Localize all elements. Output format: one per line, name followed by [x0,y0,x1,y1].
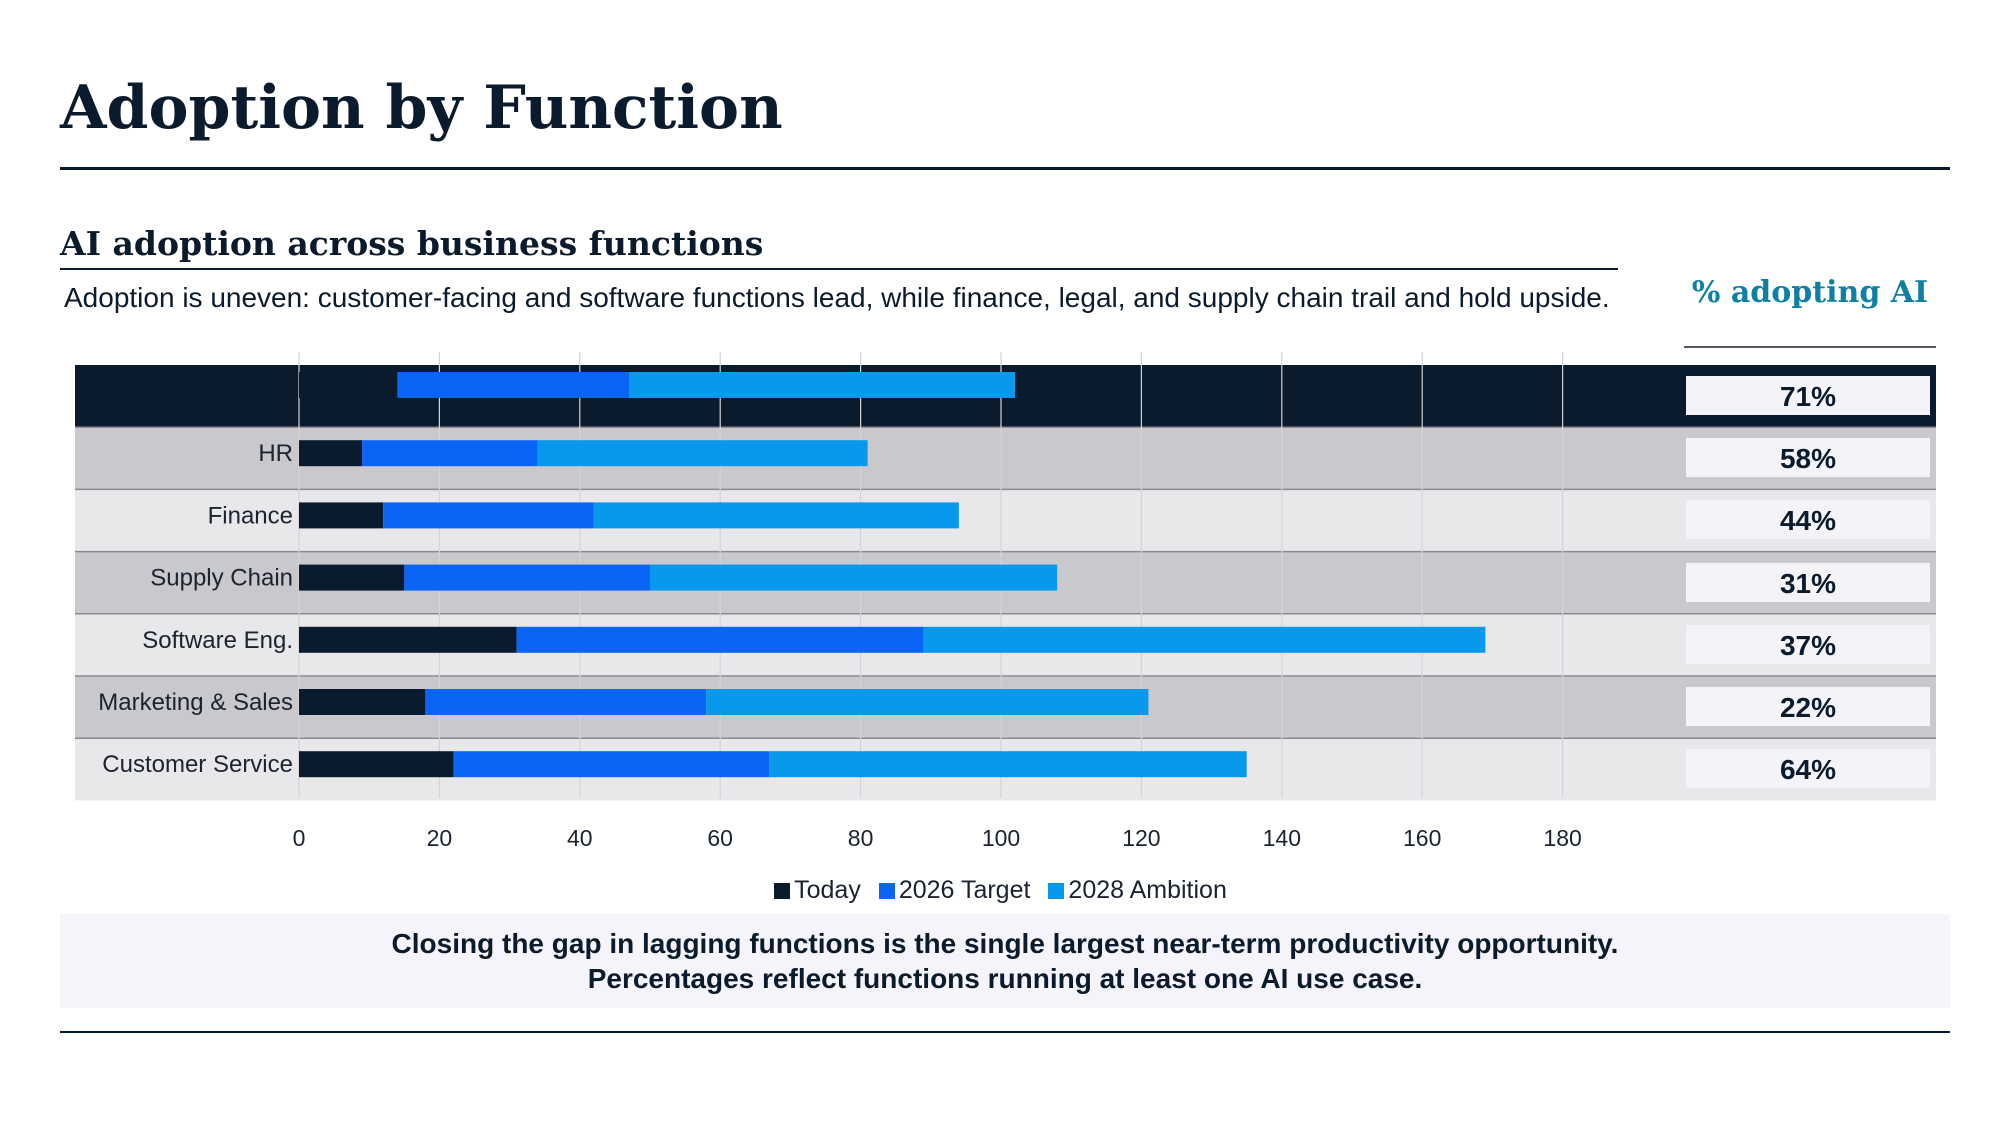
legend-swatch-today [774,882,791,899]
legend-swatch-2028-ambition [1048,882,1065,899]
bar-2026-target-customer-service [453,751,770,778]
legend-label-2026-target: 2026 Target [898,876,1031,904]
bar-today-unlabeled [299,372,398,398]
bar-2028-ambition-customer-service [769,751,1247,778]
x-tick-label: 120 [1122,825,1160,851]
chart-description: Adoption is uneven: customer-facing and … [64,282,1610,313]
adoption-percent-customer-service: 64% [1686,749,1930,789]
adoption-percent-hr: 58% [1686,438,1930,478]
legend-label-today: Today [794,876,861,904]
adoption-percent-unlabeled: 71% [1686,376,1930,415]
x-tick-label: 100 [982,825,1020,851]
x-tick-label: 140 [1263,825,1301,851]
x-tick-label: 160 [1403,825,1441,851]
page-title: Adoption by Function [60,73,783,143]
takeaway-note: Closing the gap in lagging functions is … [60,914,1950,1008]
bar-2028-ambition-finance [593,502,959,529]
y-category-label: Customer Service [102,751,293,778]
bar-2028-ambition-software-eng [923,626,1486,653]
chart-legend: Today 2026 Target 2028 Ambition [0,876,2001,905]
bar-2026-target-unlabeled [397,372,629,398]
x-tick-label: 180 [1543,825,1581,851]
adoption-percent-software-eng: 37% [1686,624,1930,664]
legend-item-2028-ambition: 2028 Ambition [1048,876,1227,905]
bar-today-software-eng [299,626,517,653]
adoption-chart: 0 20 40 60 80 100 120 140 160 180 HR Finance Supply … [75,352,1936,851]
adoption-percent-marketing-sales: 22% [1686,687,1930,726]
legend-label-2028-ambition: 2028 Ambition [1068,876,1227,904]
legend-swatch-2026-target [878,882,895,899]
adoption-percent-finance: 44% [1686,500,1930,540]
legend-item-2026-target: 2026 Target [878,876,1031,905]
bar-today-customer-service [299,751,454,778]
footer-rule [60,1031,1950,1033]
y-category-label: Supply Chain [150,565,293,592]
bar-2028-ambition-unlabeled [628,372,1016,398]
x-tick-label: 60 [707,825,733,851]
y-category-label: Software Eng. [142,627,293,654]
x-tick-label: 80 [848,825,874,851]
bar-today-marketing-sales [299,689,426,715]
x-tick-label: 0 [293,825,306,851]
subtitle-rule [60,268,1618,270]
bar-2028-ambition-supply-chain [650,564,1058,591]
bar-2026-target-marketing-sales [425,689,707,715]
bar-2026-target-software-eng [516,626,924,653]
bar-2028-ambition-marketing-sales [706,689,1149,715]
x-tick-label: 20 [427,825,453,851]
adoption-column-header: % adopting AI [1691,275,1929,310]
takeaway-line-1: Closing the gap in lagging functions is … [391,928,1619,959]
adoption-header-rule [1684,346,1936,348]
bar-2028-ambition-hr [537,440,868,467]
adoption-percent-supply-chain: 31% [1686,562,1930,602]
bar-today-supply-chain [299,564,405,591]
legend-item-today: Today [774,876,861,905]
takeaway-line-2: Percentages reflect functions running at… [587,963,1423,994]
y-category-label: Marketing & Sales [98,689,293,716]
y-category-label: HR [258,440,293,467]
bar-2026-target-supply-chain [404,564,650,591]
title-rule [60,167,1950,170]
bar-2026-target-finance [383,502,594,529]
bar-today-finance [299,502,384,529]
y-category-label: Finance [208,502,293,529]
x-tick-label: 40 [567,825,593,851]
bar-today-hr [299,440,363,467]
bar-2026-target-hr [362,440,538,467]
chart-subtitle: AI adoption across business functions [60,224,764,263]
